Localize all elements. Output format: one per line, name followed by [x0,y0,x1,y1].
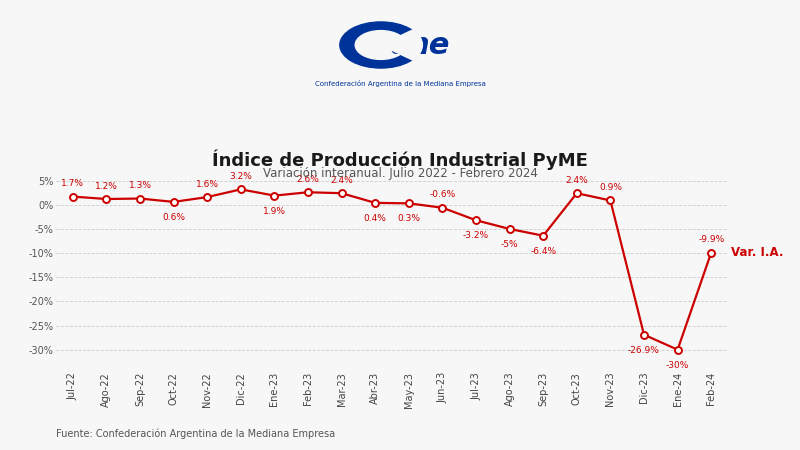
Text: -5%: -5% [501,240,518,249]
Text: 0.3%: 0.3% [398,215,420,224]
Text: 0.4%: 0.4% [364,214,386,223]
Text: a: a [391,31,411,59]
Text: 2.6%: 2.6% [297,175,319,184]
Text: 1.6%: 1.6% [196,180,218,189]
Text: 1.7%: 1.7% [62,179,84,188]
Text: -30%: -30% [666,361,690,370]
Text: 0.9%: 0.9% [599,183,622,192]
Text: -0.6%: -0.6% [430,190,455,199]
Circle shape [355,31,406,59]
Text: Fuente: Confederación Argentina de la Mediana Empresa: Fuente: Confederación Argentina de la Me… [56,428,335,439]
Text: Variación interanual. Julio 2022 - Febrero 2024: Variación interanual. Julio 2022 - Febre… [262,167,538,180]
Text: Confederación Argentina de la Mediana Empresa: Confederación Argentina de la Mediana Em… [314,80,486,87]
Text: Var. I.A.: Var. I.A. [730,246,783,259]
Text: -9.9%: -9.9% [698,235,724,244]
Text: 1.2%: 1.2% [95,182,118,191]
Text: -26.9%: -26.9% [628,346,660,355]
Text: 3.2%: 3.2% [230,172,252,181]
Text: Índice de Producción Industrial PyME: Índice de Producción Industrial PyME [212,149,588,170]
Text: -3.2%: -3.2% [463,231,489,240]
Text: me: me [397,31,450,59]
Text: 1.9%: 1.9% [263,207,286,216]
Wedge shape [381,30,422,60]
Circle shape [340,22,422,68]
Text: 2.4%: 2.4% [330,176,353,185]
Text: 0.6%: 0.6% [162,213,185,222]
Text: -6.4%: -6.4% [530,247,556,256]
Text: 1.3%: 1.3% [129,181,151,190]
Text: 2.4%: 2.4% [566,176,588,185]
